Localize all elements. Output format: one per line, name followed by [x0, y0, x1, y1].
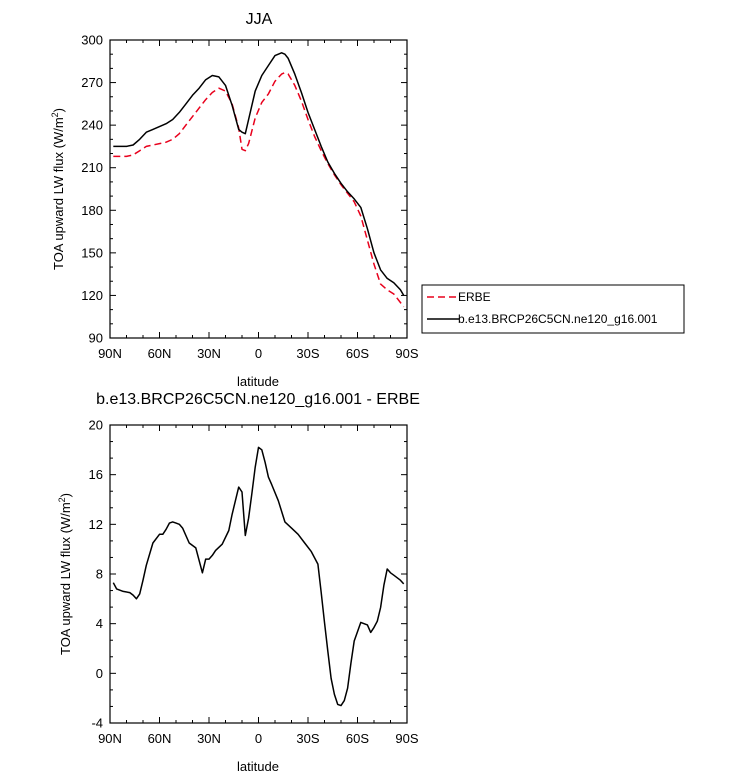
top-xtick-label: 60S [346, 346, 369, 361]
bottom-xtick-label: 60N [148, 731, 172, 746]
bottom-y-ticks: -4 0 4 8 12 16 20 [89, 418, 407, 731]
top-xtick-label: 30N [197, 346, 221, 361]
top-ytick-label: 180 [81, 203, 103, 218]
top-plot-area [113, 52, 405, 308]
top-panel: JJA 90 120 150 180 210 240 270 300 90N 60N 30N 0 30… [50, 11, 685, 389]
bottom-xtick-label: 90N [98, 731, 122, 746]
bottom-plot-area [112, 446, 405, 707]
bottom-series-line-0 [112, 446, 405, 707]
legend: ERBE b.e13.BRCP26C5CN.ne120_g16.001 [421, 284, 685, 334]
bottom-ytick-label: 20 [89, 418, 103, 433]
bottom-xtick-label: 30S [296, 731, 319, 746]
top-xtick-label: 30S [296, 346, 319, 361]
bottom-y-axis-label: TOA upward LW flux (W/m2) [57, 493, 73, 655]
bottom-plot-frame [109, 424, 408, 724]
top-y-axis-label: TOA upward LW flux (W/m2) [50, 108, 66, 270]
top-ytick-label: 120 [81, 288, 103, 303]
bottom-xtick-label: 30N [197, 731, 221, 746]
top-y-ticks: 90 120 150 180 210 240 270 300 [81, 33, 407, 346]
bottom-panel: b.e13.BRCP26C5CN.ne120_g16.001 - ERBE -4… [57, 391, 420, 774]
bottom-ytick-label: 12 [89, 517, 103, 532]
top-ytick-label: 210 [81, 160, 103, 175]
top-ytick-label: 90 [89, 331, 103, 346]
top-chart-title: JJA [246, 11, 273, 28]
top-x-axis-label: latitude [237, 374, 279, 389]
legend-label-model: b.e13.BRCP26C5CN.ne120_g16.001 [458, 312, 658, 326]
top-ytick-label: 300 [81, 33, 103, 48]
top-ytick-label: 150 [81, 245, 103, 260]
legend-box [421, 284, 685, 334]
bottom-xtick-label: 0 [255, 731, 262, 746]
top-series-line-0 [113, 71, 405, 308]
bottom-ytick-label: -4 [91, 716, 103, 731]
top-xtick-label: 0 [255, 346, 262, 361]
bottom-ytick-label: 0 [96, 666, 103, 681]
bottom-ytick-label: 16 [89, 467, 103, 482]
legend-label-erbe: ERBE [458, 290, 491, 304]
bottom-xtick-label: 90S [395, 731, 418, 746]
top-xtick-label: 90S [395, 346, 418, 361]
top-xtick-label: 60N [148, 346, 172, 361]
top-ytick-label: 270 [81, 75, 103, 90]
bottom-ytick-label: 8 [96, 567, 103, 582]
top-series-line-1 [113, 52, 405, 296]
bottom-x-axis-label: latitude [237, 759, 279, 774]
top-ytick-label: 240 [81, 118, 103, 133]
bottom-xtick-label: 60S [346, 731, 369, 746]
top-x-ticks: 90N 60N 30N 0 30S 60S 90S [98, 40, 419, 361]
bottom-ytick-label: 4 [96, 616, 103, 631]
bottom-chart-title: b.e13.BRCP26C5CN.ne120_g16.001 - ERBE [96, 391, 420, 408]
top-xtick-label: 90N [98, 346, 122, 361]
bottom-x-ticks: 90N 60N 30N 0 30S 60S 90S [98, 425, 419, 746]
